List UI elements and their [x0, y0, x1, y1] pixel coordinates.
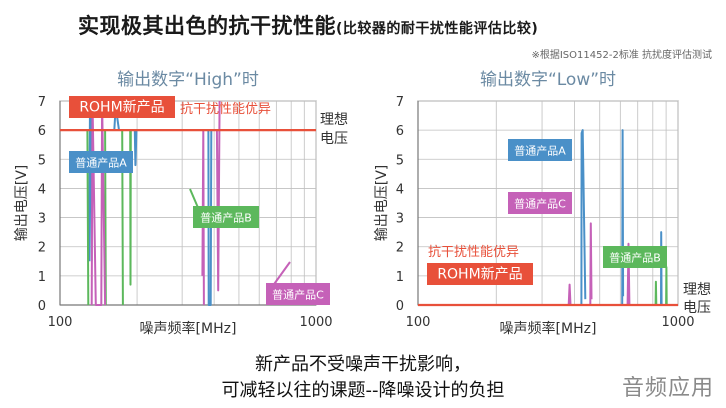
panel2-ytick-1: 1	[396, 270, 404, 285]
panel1-ytick-3: 3	[38, 212, 46, 227]
panel2-ytick-2: 2	[396, 241, 404, 256]
panel2-ytick-4: 4	[396, 182, 404, 197]
panel2-label-best: 抗干扰性能优异	[428, 245, 519, 260]
standard-note: ※根据ISO11452-2标准 抗扰度评估测试	[531, 50, 712, 61]
panel2-label-rohm-box	[427, 263, 533, 285]
panel2-ideal-label-1: 理想	[683, 282, 711, 298]
panel1-label-b: 普通产品B	[200, 211, 252, 225]
panel1-label-b-box	[193, 206, 259, 228]
panel1-label-rohm-box	[69, 96, 175, 118]
panel1-ytick-0: 0	[38, 299, 46, 314]
panel1-xtick-100: 100	[48, 315, 73, 330]
panel2-label-c-box	[508, 192, 572, 214]
panel2-label-c: 普通产品C	[514, 197, 566, 211]
panel1-xlabel: 噪声频率[MHz]	[140, 320, 237, 337]
panel2-label-rohm: ROHM新产品	[437, 267, 522, 283]
panel2-ytick-3: 3	[396, 212, 404, 227]
panel2-ytick-5: 5	[396, 153, 404, 168]
panel1-ytick-7: 7	[38, 95, 46, 110]
panel1-label-c-box	[266, 283, 330, 305]
panel2-label-b-box	[603, 246, 667, 268]
panel1-label-c-leader	[271, 261, 291, 288]
watermark: 音频应用	[621, 376, 714, 401]
panel1-series-product-b	[86, 130, 132, 306]
panel2-xtick-100: 100	[406, 315, 431, 330]
page-title: 实现极其出色的抗干扰性能(比较器的耐干扰性能评估比较)	[78, 10, 538, 40]
panel2-ideal-label-2: 电压	[683, 300, 711, 316]
panel1-ideal-label-1: 理想	[320, 112, 348, 128]
panel1-label-c: 普通产品C	[272, 288, 324, 302]
panel1-label-a-box	[69, 151, 133, 173]
panel2-label-a: 普通产品A	[514, 144, 566, 158]
panel1-ytick-2: 2	[38, 241, 46, 256]
panel1-ytick-4: 4	[38, 182, 46, 197]
panel1-xtick-1000: 1000	[299, 315, 332, 330]
panel1-ytick-1: 1	[38, 270, 46, 285]
panel1-plot-area	[59, 100, 317, 306]
panel1-ytick-6: 6	[38, 124, 46, 139]
panel1-ideal-label-2: 电压	[320, 131, 348, 147]
footer-line-2: 可减轻以往的课题--降噪设计的负担	[221, 380, 505, 401]
panel1-ylabel: 输出电压[V]	[14, 165, 30, 242]
panel2-xlabel: 噪声频率[MHz]	[500, 320, 597, 337]
footer-line-1: 新产品不受噪声干扰影响，	[255, 354, 471, 375]
panel2-label-a-box	[508, 139, 572, 161]
panel2-ytick-0: 0	[396, 299, 404, 314]
title-main: 实现极其出色的抗干扰性能	[78, 14, 336, 38]
panel1-ytick-5: 5	[38, 153, 46, 168]
panel1-label-rohm: ROHM新产品	[79, 100, 164, 116]
panel1-label-a: 普通产品A	[75, 156, 127, 170]
panel2-title: 输出数字“Low”时	[480, 70, 616, 90]
panel2-series-product-c	[567, 222, 631, 306]
panel2-xtick-1000: 1000	[661, 315, 694, 330]
panel1-title: 输出数字“High”时	[117, 70, 259, 90]
panel2-label-b: 普通产品B	[609, 251, 661, 265]
panel2-ylabel: 输出电压[V]	[374, 165, 390, 242]
title-subtitle: (比较器的耐干扰性能评估比较)	[336, 21, 539, 37]
panel1-label-best: 抗干扰性能优异	[180, 102, 271, 117]
panel2-ytick-7: 7	[396, 95, 404, 110]
panel2-ytick-6: 6	[396, 124, 404, 139]
